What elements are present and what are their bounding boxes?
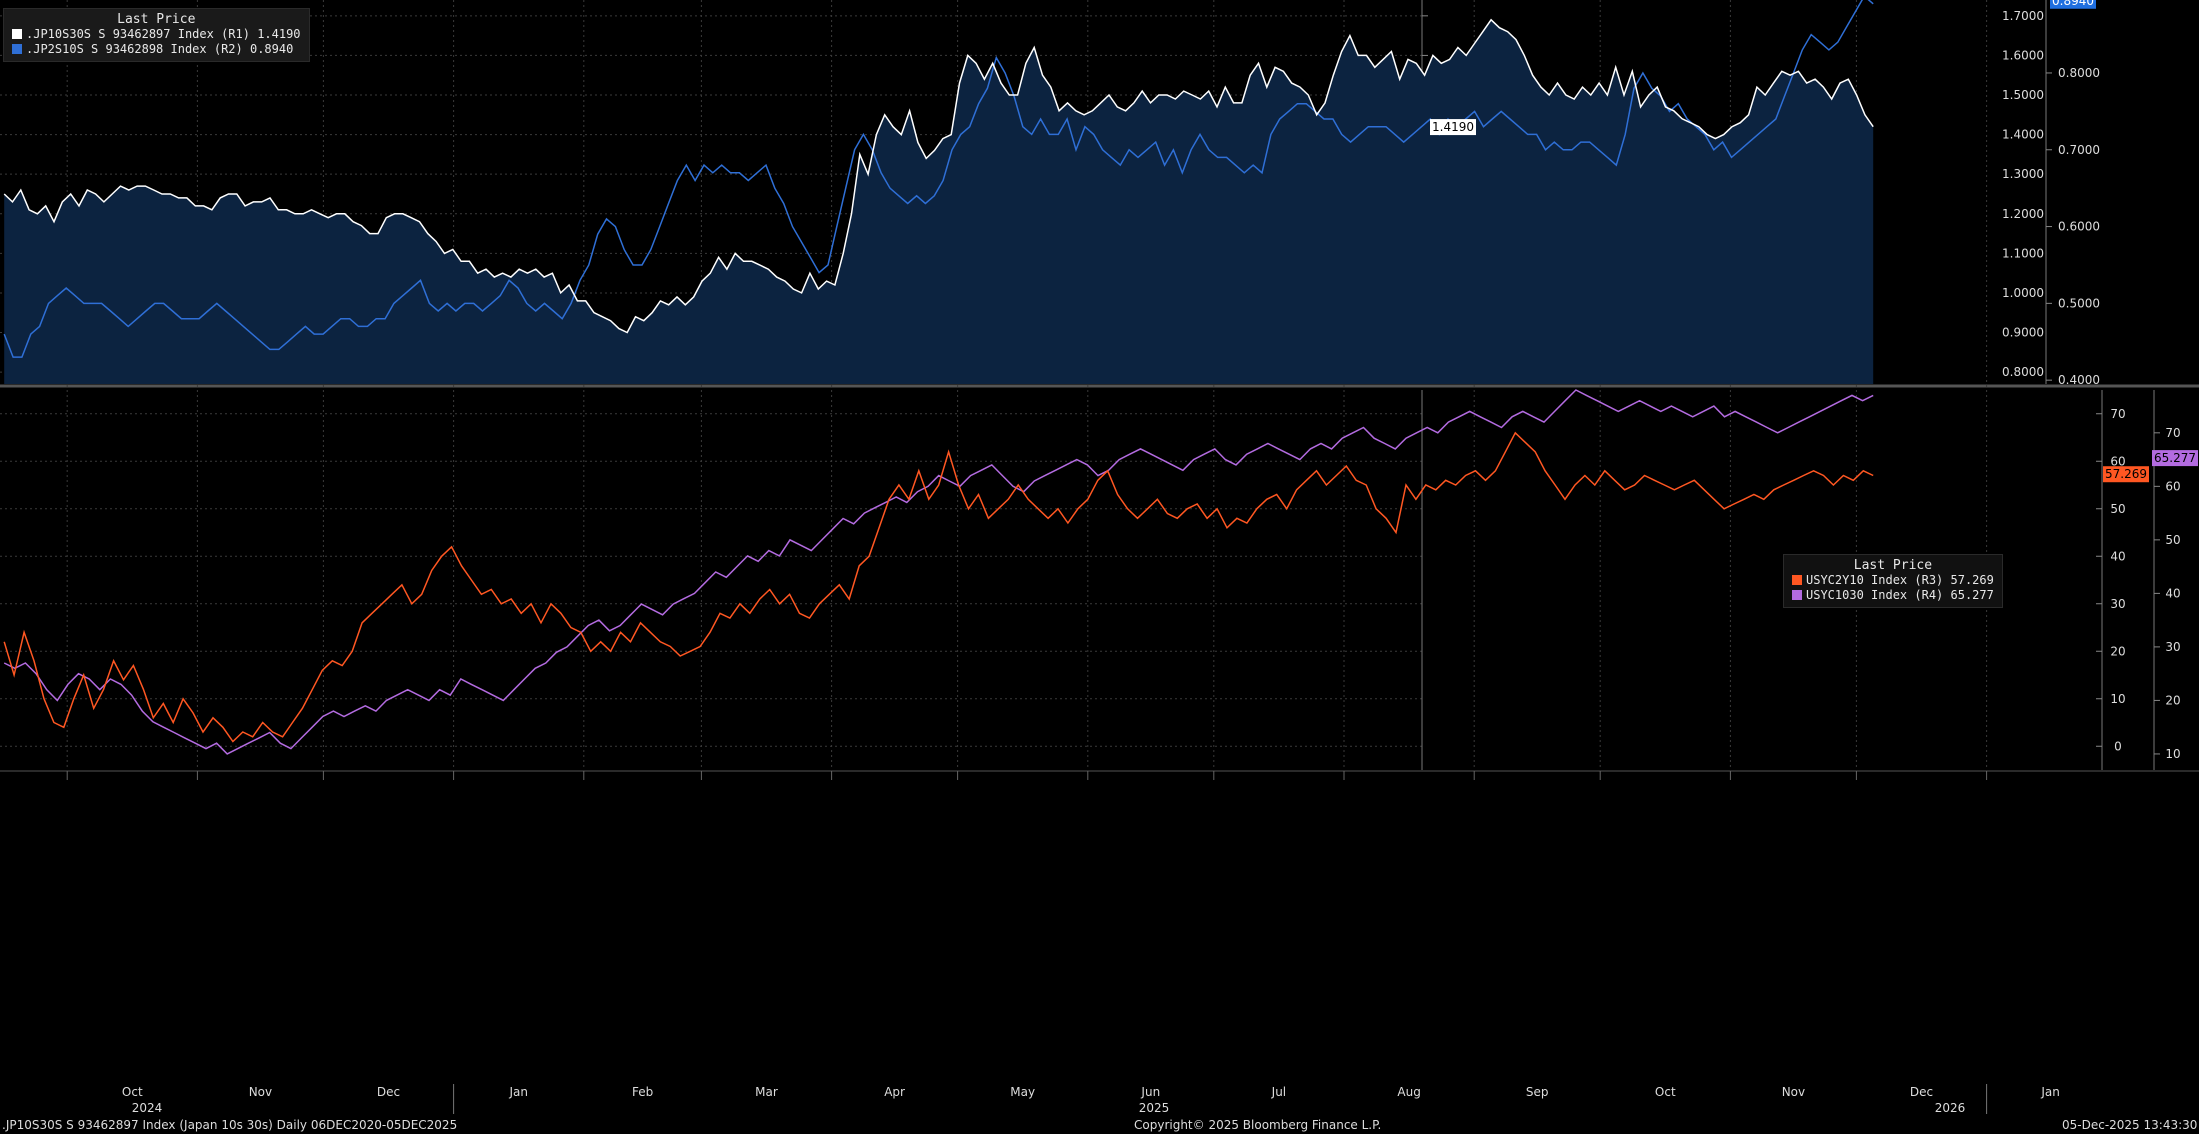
usyc2y10-line — [3, 431, 1874, 743]
x-tick-label: May — [1010, 1085, 1035, 1099]
r1-tick-label: 0.9000 — [2002, 326, 2044, 340]
r3-tick-label: 0 — [2114, 739, 2122, 753]
top-legend: Last Price .JP10S30S S 93462897 Index (R… — [3, 8, 310, 62]
r1-tick-label: 1.1000 — [2002, 246, 2044, 260]
x-tick-label: Dec — [1910, 1085, 1933, 1099]
bottom-legend-row-usyc1030: USYC1030 Index (R4) 65.277 — [1792, 588, 1994, 603]
r1-tick-label: 1.2000 — [2002, 207, 2044, 221]
footer-left: .JP10S30S S 93462897 Index (Japan 10s 30… — [2, 1118, 458, 1132]
x-tick-label: Jan — [2040, 1085, 2060, 1099]
top-legend-row-jp2s10s: .JP2S10S S 93462898 Index (R2) 0.8940 — [12, 42, 301, 57]
r4-tick-label: 60 — [2165, 479, 2180, 493]
legend-usyc1030-text: USYC1030 Index (R4) 65.277 — [1806, 588, 1994, 602]
r1-tick-label: 1.6000 — [2002, 48, 2044, 62]
x-tick-label: Jun — [1140, 1085, 1160, 1099]
r2-tick-label: 0.8000 — [2058, 66, 2100, 80]
r3-tick-label: 70 — [2110, 407, 2125, 421]
jp10s30s-line — [3, 18, 1874, 334]
usyc1030-line — [3, 389, 1874, 755]
year-label: 2024 — [132, 1101, 163, 1115]
x-tick-label: Nov — [1782, 1085, 1805, 1099]
year-label: 2025 — [1139, 1101, 1170, 1115]
x-tick-label: Feb — [632, 1085, 653, 1099]
r3-tick-label: 40 — [2110, 549, 2125, 563]
jp2s10s-last-label: 0.8940 — [2052, 0, 2094, 8]
x-tick-label: Oct — [1655, 1085, 1676, 1099]
x-tick-label: Aug — [1397, 1085, 1420, 1099]
x-tick-label: Jul — [1271, 1085, 1286, 1099]
r4-tick-label: 10 — [2165, 747, 2180, 761]
jp10s30s-area — [4, 19, 1874, 385]
x-tick-label: Jan — [508, 1085, 528, 1099]
r4-tick-label: 20 — [2165, 693, 2180, 707]
orange-swatch-icon — [1792, 575, 1802, 585]
usyc2y10-last-label: 57.269 — [2105, 467, 2147, 481]
jp10s30s-last-tag — [1430, 119, 1476, 136]
legend-jp10s30s-text: .JP10S30S S 93462897 Index (R1) 1.4190 — [26, 27, 301, 41]
jp2s10s-last-tag — [2050, 0, 2096, 9]
r1-tick-label: 1.0000 — [2002, 286, 2044, 300]
top-legend-header: Last Price — [117, 12, 196, 27]
x-tick-label: Apr — [884, 1085, 905, 1099]
r2-tick-label: 0.7000 — [2058, 143, 2100, 157]
r3-tick-label: 50 — [2110, 502, 2125, 516]
r3-tick-label: 20 — [2110, 644, 2125, 658]
r3-tick-label: 60 — [2110, 454, 2125, 468]
bottom-legend-row-usyc2y10: USYC2Y10 Index (R3) 57.269 — [1792, 573, 1994, 588]
r1-tick-label: 1.3000 — [2002, 167, 2044, 181]
x-tick-label: Oct — [122, 1085, 143, 1099]
r2-tick-label: 0.4000 — [2058, 373, 2100, 387]
x-tick-label: Dec — [377, 1085, 400, 1099]
white-swatch-icon — [12, 29, 22, 39]
r1-tick-label: 1.5000 — [2002, 88, 2044, 102]
r4-tick-label: 70 — [2165, 426, 2180, 440]
legend-usyc2y10-text: USYC2Y10 Index (R3) 57.269 — [1806, 573, 1994, 587]
footer-center: Copyright© 2025 Bloomberg Finance L.P. — [1134, 1118, 1382, 1132]
legend-jp2s10s-text: .JP2S10S S 93462898 Index (R2) 0.8940 — [26, 42, 294, 56]
r3-tick-label: 10 — [2110, 692, 2125, 706]
bottom-legend: Last Price USYC2Y10 Index (R3) 57.269 US… — [1783, 554, 2003, 608]
purple-swatch-icon — [1792, 590, 1802, 600]
r1-tick-label: 1.4000 — [2002, 128, 2044, 142]
usyc1030-last-label: 65.277 — [2154, 451, 2196, 465]
r4-tick-label: 40 — [2165, 586, 2180, 600]
r2-tick-label: 0.5000 — [2058, 296, 2100, 310]
footer-right: 05-Dec-2025 13:43:30 — [2062, 1118, 2198, 1132]
r2-tick-label: 0.6000 — [2058, 220, 2100, 234]
x-tick-label: Sep — [1526, 1085, 1549, 1099]
blue-swatch-icon — [12, 44, 22, 54]
usyc1030-last-tag — [2152, 450, 2198, 467]
top-legend-row-jp10s30s: .JP10S30S S 93462897 Index (R1) 1.4190 — [12, 27, 301, 42]
r3-tick-label: 30 — [2110, 597, 2125, 611]
usyc2y10-last-tag — [2103, 466, 2149, 483]
year-label: 2026 — [1935, 1101, 1966, 1115]
jp2s10s-line — [3, 0, 1874, 358]
r4-tick-label: 50 — [2165, 533, 2180, 547]
jp10s30s-last-label: 1.4190 — [1432, 120, 1474, 134]
x-tick-label: Mar — [755, 1085, 778, 1099]
r4-tick-label: 30 — [2165, 640, 2180, 654]
r1-tick-label: 1.7000 — [2002, 9, 2044, 23]
r1-tick-label: 0.8000 — [2002, 365, 2044, 379]
bottom-legend-header: Last Price — [1853, 558, 1933, 573]
x-tick-label: Nov — [249, 1085, 272, 1099]
